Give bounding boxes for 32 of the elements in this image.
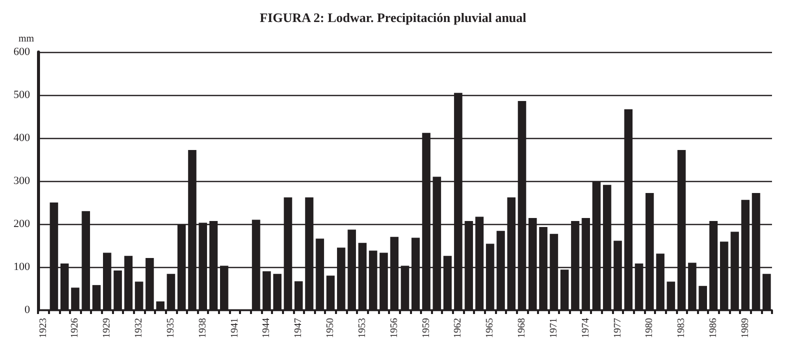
x-tick-label: 1953 [356, 318, 368, 338]
x-tick-label: 1956 [388, 318, 400, 338]
x-tick-label: 1974 [580, 318, 592, 338]
x-tick-label: 1980 [644, 318, 656, 338]
chart-title: FIGURA 2: Lodwar. Precipitación pluvial anual [260, 10, 527, 25]
x-tick-label: 1941 [229, 318, 240, 338]
x-tick-label: 1938 [197, 318, 208, 338]
x-tick-label: 1950 [325, 318, 336, 338]
x-tick-label: 1986 [708, 318, 719, 338]
x-tick-label: 1989 [740, 318, 751, 338]
x-tick-label: 1971 [548, 318, 560, 338]
x-tick-label: 1935 [165, 318, 176, 338]
y-tick-label: 200 [14, 218, 30, 230]
x-tick-label: 1929 [102, 318, 113, 338]
x-tick-label: 1932 [134, 318, 145, 338]
y-tick-label: 100 [14, 261, 30, 273]
x-tick-label: 1923 [38, 318, 49, 338]
y-tick-label: 500 [14, 89, 30, 101]
x-tick-label: 1926 [70, 318, 81, 338]
x-tick-label: 1944 [261, 318, 272, 338]
x-tick-label: 1977 [612, 318, 624, 338]
x-tick-label: 1962 [452, 318, 464, 338]
y-tick-label: 600 [14, 46, 30, 58]
y-tick-label: 400 [14, 132, 30, 144]
x-tick-label: 1959 [420, 318, 432, 338]
x-tick-label: 1947 [293, 318, 304, 338]
x-tick-label: 1983 [676, 318, 688, 338]
y-tick-label: 0 [24, 304, 30, 316]
y-axis-title: mm [18, 34, 34, 44]
y-tick-label: 300 [14, 175, 30, 187]
x-tick-label: 1965 [484, 318, 496, 338]
x-tick-label: 1968 [516, 318, 528, 338]
